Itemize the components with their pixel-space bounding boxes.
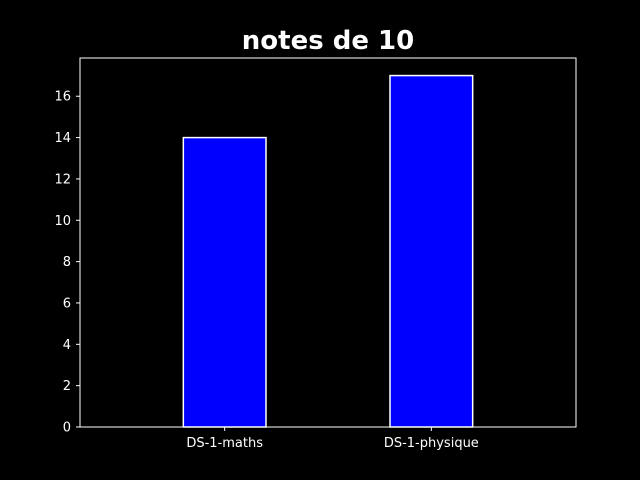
y-tick-label: 0 [63,421,71,436]
y-tick-label: 6 [63,296,71,311]
y-tick-label: 12 [54,172,71,187]
y-tick-label: 8 [63,255,71,270]
x-tick-label: DS-1-maths [186,436,263,451]
bars-layer [182,74,474,428]
plot-frame [79,57,577,428]
x-tick-label: DS-1-physique [384,436,479,451]
y-tick-label: 2 [63,379,71,394]
y-axis: 0 2 4 6 8 10 12 14 16 [54,90,80,436]
bar-ds-1-physique [389,74,474,428]
chart-title: notes de 10 [242,26,414,56]
bar-ds-1-maths [182,136,267,428]
y-tick-label: 16 [54,90,71,105]
y-tick-label: 14 [54,131,71,146]
y-tick-label: 10 [54,214,71,229]
x-axis: DS-1-maths DS-1-physique [186,427,479,451]
y-tick-label: 4 [63,338,71,353]
